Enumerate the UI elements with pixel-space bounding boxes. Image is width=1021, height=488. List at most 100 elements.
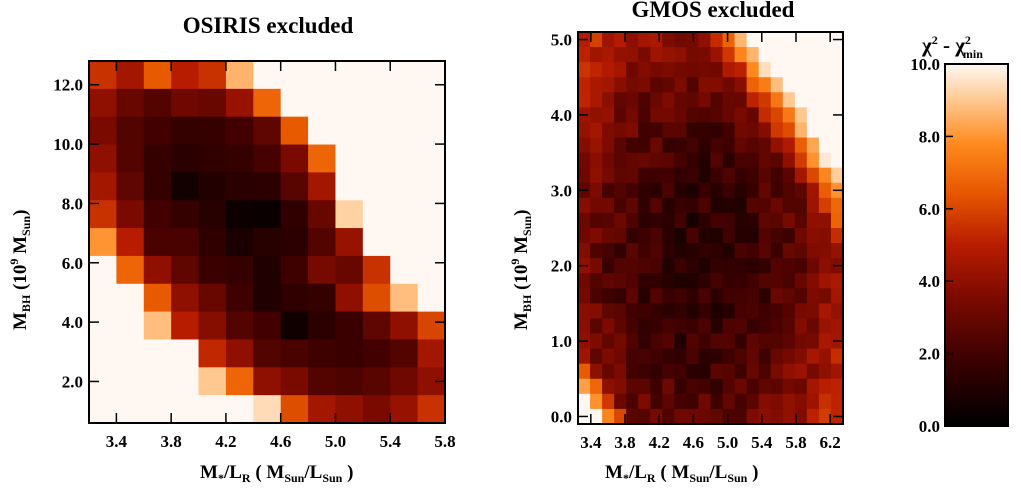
- heatmap-cell: [806, 228, 820, 244]
- heatmap-cell: [390, 255, 419, 285]
- heatmap-cell: [722, 333, 736, 350]
- heatmap-cell: [734, 228, 748, 244]
- heatmap-cell: [818, 393, 832, 410]
- heatmap-cell: [734, 137, 748, 154]
- heatmap-cell: [746, 378, 760, 395]
- heatmap-cell: [225, 228, 254, 257]
- heatmap-cell: [638, 197, 651, 214]
- heatmap-cell: [674, 47, 688, 63]
- heatmap-cell: [638, 288, 651, 304]
- heatmap-cell: [770, 197, 784, 214]
- heatmap-cell: [710, 288, 724, 304]
- heatmap-cell: [698, 303, 712, 320]
- heatmap-cell: [830, 47, 844, 63]
- heatmap-cell: [674, 107, 688, 124]
- heatmap-cell: [390, 172, 419, 201]
- heatmap-cell: [650, 152, 663, 169]
- heatmap-cell: [578, 243, 591, 259]
- heatmap-cell: [578, 273, 591, 289]
- heatmap-cell: [782, 333, 796, 350]
- heatmap-cell: [650, 32, 663, 48]
- heatmap-cell: [758, 212, 772, 229]
- heatmap-cell: [746, 348, 760, 365]
- heatmap-cell: [362, 255, 391, 285]
- heatmap-cell: [662, 363, 675, 380]
- heatmap-cell: [650, 273, 663, 289]
- heatmap-cell: [746, 393, 760, 410]
- heatmap-cell: [698, 228, 712, 244]
- heatmap-cell: [614, 378, 627, 395]
- heatmap-cell: [686, 47, 700, 63]
- heatmap-cell: [89, 311, 117, 341]
- heatmap-cell: [782, 92, 796, 108]
- heatmap-cell: [390, 283, 419, 313]
- heatmap-cell: [722, 32, 736, 48]
- panel2-heatmap: [578, 32, 844, 425]
- heatmap-cell: [674, 212, 688, 229]
- heatmap-cell: [794, 258, 808, 274]
- heatmap-cell: [734, 32, 748, 48]
- heatmap-cell: [770, 378, 784, 395]
- heatmap-cell: [806, 393, 820, 410]
- heatmap-cell: [722, 288, 736, 304]
- panel1-frame: [88, 60, 446, 424]
- panel2-ylabel: MBH (109 MSun): [508, 210, 534, 330]
- heatmap-cell: [806, 288, 820, 304]
- heatmap-cell: [806, 408, 820, 425]
- heatmap-cell: [602, 348, 615, 365]
- heatmap-cell: [638, 333, 651, 350]
- heatmap-cell: [650, 378, 663, 395]
- heatmap-cell: [308, 200, 337, 229]
- heatmap-cell: [578, 62, 591, 78]
- heatmap-cell: [722, 182, 736, 199]
- heatmap-cell: [746, 243, 760, 259]
- panel2-xtick-label: 5.0: [717, 433, 738, 452]
- heatmap-cell: [335, 339, 364, 368]
- heatmap-cell: [614, 182, 627, 199]
- heatmap-cell: [758, 137, 772, 154]
- heatmap-cell: [198, 88, 227, 118]
- heatmap-cell: [225, 200, 254, 229]
- heatmap-cell: [662, 152, 675, 169]
- heatmap-cell: [638, 122, 651, 139]
- heatmap-cell: [782, 212, 796, 229]
- heatmap-cell: [626, 288, 639, 304]
- heatmap-cell: [198, 200, 227, 229]
- heatmap-cell: [626, 197, 639, 214]
- heatmap-cell: [662, 77, 675, 93]
- heatmap-cell: [308, 228, 337, 257]
- heatmap-cell: [674, 333, 688, 350]
- panel1-xtick-label: 3.4: [106, 432, 128, 451]
- heatmap-cell: [722, 243, 736, 259]
- heatmap-cell: [638, 92, 651, 108]
- heatmap-cell: [638, 228, 651, 244]
- heatmap-cell: [578, 378, 591, 395]
- heatmap-cell: [674, 182, 688, 199]
- heatmap-cell: [171, 144, 200, 173]
- heatmap-cell: [686, 197, 700, 214]
- heatmap-cell: [626, 137, 639, 154]
- panel2-ytick-label: 1.0: [551, 332, 572, 351]
- heatmap-cell: [710, 167, 724, 184]
- heatmap-cell: [390, 311, 419, 341]
- heatmap-cell: [734, 243, 748, 259]
- colorbar: 0.0 2.0 4.0 6.0 8.0 10.0 χ2 - χ2 min: [910, 33, 1009, 436]
- panel-osiris-excluded: OSIRIS excluded 3.4 3.8 4.2 4.6 5.0 5.4 5.8 2.0…: [7, 13, 456, 485]
- heatmap-cell: [758, 197, 772, 214]
- heatmap-cell: [794, 62, 808, 78]
- panel2-frame: [577, 31, 844, 425]
- heatmap-cell: [171, 311, 200, 341]
- heatmap-cell: [698, 92, 712, 108]
- heatmap-cell: [308, 172, 337, 201]
- heatmap-cell: [782, 152, 796, 169]
- heatmap-cell: [662, 348, 675, 365]
- heatmap-cell: [590, 77, 603, 93]
- heatmap-cell: [770, 228, 784, 244]
- heatmap-cell: [602, 393, 615, 410]
- heatmap-cell: [746, 197, 760, 214]
- heatmap-cell: [626, 318, 639, 335]
- heatmap-cell: [602, 212, 615, 229]
- heatmap-cell: [662, 47, 675, 63]
- heatmap-cell: [308, 395, 337, 424]
